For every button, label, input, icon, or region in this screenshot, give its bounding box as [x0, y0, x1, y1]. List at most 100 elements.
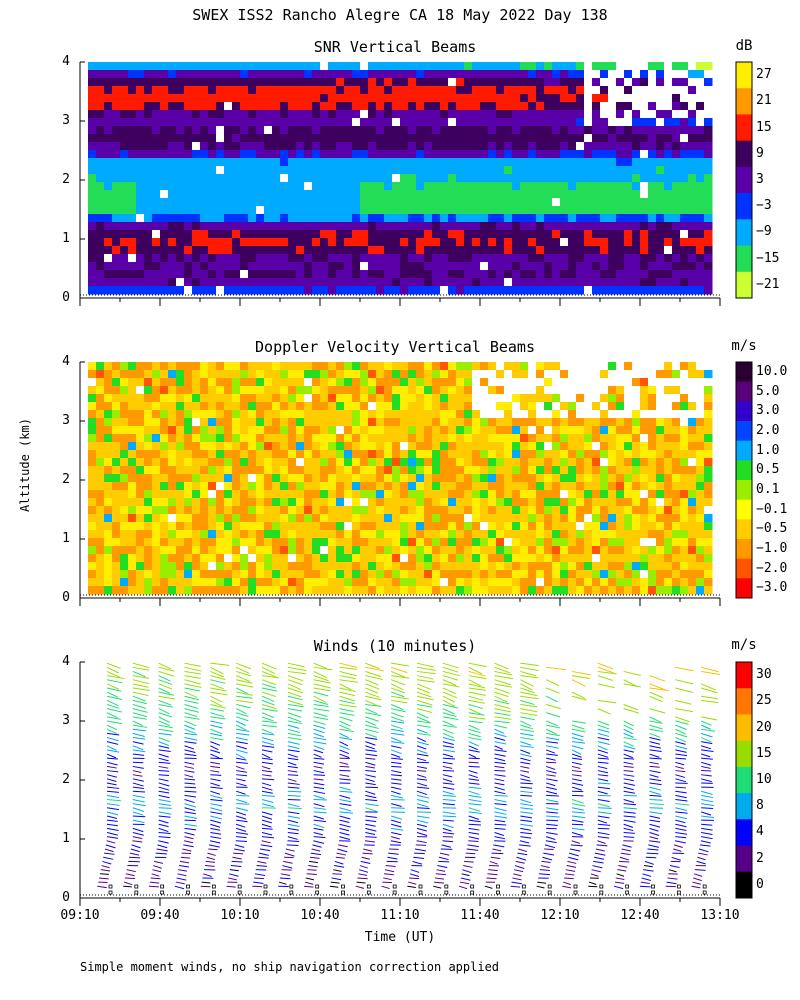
snr-cell [336, 70, 345, 79]
snr-cell [96, 238, 105, 247]
wind-barb [210, 687, 228, 692]
doppler-cell [336, 394, 345, 403]
snr-cell [528, 262, 537, 271]
snr-cell [232, 238, 241, 247]
doppler-cell [640, 442, 649, 451]
doppler-cell [632, 562, 641, 571]
doppler-cell [648, 522, 657, 531]
doppler-cell [184, 362, 193, 371]
doppler-cell [424, 530, 433, 539]
snr-cell [552, 86, 561, 95]
snr-cell [96, 230, 105, 239]
snr-cell [96, 262, 105, 271]
snr-cell [400, 174, 409, 183]
doppler-cell [352, 434, 361, 443]
snr-cell [240, 174, 249, 183]
doppler-cell [384, 418, 393, 427]
doppler-cell [168, 466, 177, 475]
snr-cell [368, 206, 377, 215]
doppler-cell [640, 402, 649, 411]
snr-cell [88, 222, 97, 231]
snr-cell [280, 62, 289, 71]
snr-cell [424, 118, 433, 127]
doppler-cell [232, 466, 241, 475]
snr-cell [400, 134, 409, 143]
snr-cell [192, 94, 201, 103]
snr-cell [112, 70, 121, 79]
snr-cell [368, 166, 377, 175]
doppler-cell [536, 482, 545, 491]
snr-cell [312, 102, 321, 111]
doppler-cell [568, 386, 577, 395]
doppler-cell [184, 378, 193, 387]
wind-barb [184, 708, 199, 713]
doppler-cell [440, 530, 449, 539]
doppler-cell [424, 362, 433, 371]
snr-cell [304, 254, 313, 263]
snr-cell [312, 118, 321, 127]
doppler-cell [200, 498, 209, 507]
snr-cell [456, 262, 465, 271]
wind-barb [106, 679, 123, 684]
doppler-cell [200, 458, 209, 467]
doppler-cell [456, 450, 465, 459]
doppler-cell [360, 410, 369, 419]
doppler-cell [600, 450, 609, 459]
doppler-cell [584, 386, 593, 395]
doppler-cell [568, 498, 577, 507]
snr-cell [128, 270, 137, 279]
snr-cell [344, 246, 353, 255]
doppler-cell [688, 418, 697, 427]
snr-cell [552, 190, 561, 199]
doppler-cell [448, 362, 457, 371]
y-tick-label: 0 [62, 890, 70, 905]
doppler-cell [280, 498, 289, 507]
snr-cell [344, 134, 353, 143]
snr-cell [336, 86, 345, 95]
snr-cell [472, 174, 481, 183]
snr-cell [224, 254, 233, 263]
doppler-cell [632, 466, 641, 475]
snr-cell [328, 110, 337, 119]
colorbar-label: −9 [756, 224, 772, 240]
doppler-cell [288, 586, 297, 595]
snr-cell [104, 230, 113, 239]
doppler-cell [496, 426, 505, 435]
doppler-cell [160, 362, 169, 371]
doppler-cell [120, 570, 129, 579]
snr-cell [680, 94, 689, 103]
doppler-cell [400, 538, 409, 547]
snr-cell [368, 110, 377, 119]
doppler-cell [96, 410, 105, 419]
doppler-cell [256, 370, 265, 379]
doppler-cell [264, 394, 273, 403]
snr-cell [152, 118, 161, 127]
doppler-cell [384, 490, 393, 499]
wind-barb [106, 749, 120, 753]
wind-barb [106, 757, 118, 760]
doppler-cell [520, 586, 529, 595]
doppler-cell [616, 538, 625, 547]
doppler-cell [376, 370, 385, 379]
doppler-cell [288, 434, 297, 443]
doppler-cell [360, 546, 369, 555]
doppler-cell [368, 466, 377, 475]
doppler-cell [432, 418, 441, 427]
snr-cell [640, 102, 649, 111]
doppler-cell [616, 442, 625, 451]
snr-cell [608, 78, 617, 87]
snr-cell [192, 70, 201, 79]
doppler-cell [528, 386, 537, 395]
snr-cell [112, 62, 121, 71]
snr-cell [224, 126, 233, 135]
doppler-cell [288, 474, 297, 483]
doppler-cell [272, 570, 281, 579]
doppler-cell [704, 538, 713, 547]
snr-cell [656, 134, 665, 143]
doppler-cell [288, 458, 297, 467]
doppler-cell [160, 514, 169, 523]
snr-cell [648, 222, 657, 231]
doppler-cell [104, 466, 113, 475]
doppler-cell [336, 466, 345, 475]
doppler-cell [256, 522, 265, 531]
